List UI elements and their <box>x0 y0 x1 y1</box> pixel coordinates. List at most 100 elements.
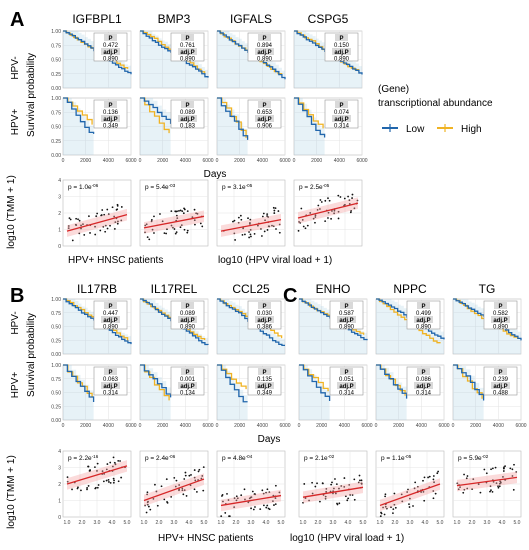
stats-adjp-label: adj.P <box>339 318 353 324</box>
scatter-point <box>188 474 191 477</box>
km-curve-low <box>140 97 172 124</box>
scatter-point <box>353 498 356 501</box>
stats-p-label-bg <box>181 101 194 108</box>
scatter-point <box>272 206 275 209</box>
stats-adjp-label: adj.P <box>257 384 271 390</box>
stats-p-label: P <box>262 103 266 109</box>
scatter-point <box>117 459 120 462</box>
scatter-point <box>202 489 205 492</box>
scatter-point <box>324 495 327 498</box>
km-y-tick: 0.75 <box>51 43 61 49</box>
scatter-point <box>113 228 116 230</box>
scatter-point <box>111 206 114 209</box>
scatter-point <box>351 193 354 196</box>
scatter-point <box>202 466 205 468</box>
scatter-point <box>145 223 148 226</box>
scatter-point <box>174 232 177 235</box>
km-x-tick: 4000 <box>334 158 345 164</box>
stats-p-label: P <box>339 103 343 109</box>
scatter-point <box>360 483 363 485</box>
km-x-tick: 4000 <box>257 423 268 429</box>
panel-letter-a: A <box>10 9 24 31</box>
scatter-point <box>243 488 246 491</box>
scatter-point <box>324 220 327 223</box>
stats-p-label-bg <box>258 302 271 309</box>
scatter-point <box>278 223 281 226</box>
stats-adjp-label: adj.P <box>180 50 194 56</box>
stats-adjp-value: 0.890 <box>339 325 355 331</box>
gene-title: BMP3 <box>158 12 191 26</box>
scatter-point <box>163 498 166 501</box>
gene-title: IL17RB <box>77 282 117 296</box>
stats-adjp-label: adj.P <box>493 384 507 390</box>
scatter-point <box>171 226 174 229</box>
scatter-point <box>360 479 363 482</box>
panel-letter-b: B <box>10 285 24 307</box>
scatter-point <box>116 208 119 211</box>
km-curve-low <box>63 97 95 134</box>
scatter-point <box>165 232 168 235</box>
scatter-point <box>347 497 350 500</box>
stats-adjp-value: 0.314 <box>103 391 119 397</box>
scatter-point <box>78 219 81 222</box>
scatter-point <box>336 503 339 506</box>
row-label-hpv-pos-b: HPV+ <box>10 372 21 399</box>
scatter-p-value: p = 1.0e-06 <box>68 183 99 191</box>
trend-line <box>66 214 128 232</box>
scatter-point <box>393 492 396 495</box>
scatter-point <box>477 483 480 486</box>
scatter-point <box>95 486 97 489</box>
scatter-point <box>314 485 317 488</box>
scatter-point <box>400 493 403 496</box>
stats-adjp-value: 0.183 <box>180 124 196 130</box>
stats-adjp-label: adj.P <box>334 50 348 56</box>
scatter-y-tick: 0 <box>58 515 61 521</box>
scatter-x-tick: 4.0 <box>422 520 429 526</box>
scatter-point <box>515 471 518 473</box>
scatter-point <box>105 468 108 471</box>
km-curve-high <box>140 364 170 401</box>
scatter-point <box>148 238 151 241</box>
km-x-tick: 4000 <box>103 423 114 429</box>
stats-p-value: 0.894 <box>257 43 273 49</box>
scatter-panel: p = 2.5e-05 <box>293 179 363 247</box>
scatter-point <box>112 481 115 484</box>
scatter-point <box>96 470 98 472</box>
km-x-tick: 2000 <box>234 423 245 429</box>
km-x-tick: 0 <box>62 423 65 429</box>
scatter-point <box>356 199 359 202</box>
scatter-point <box>190 474 192 476</box>
stats-adjp-value: 0.890 <box>257 57 273 63</box>
scatter-point <box>338 502 341 505</box>
scatter-point <box>314 214 317 217</box>
stats-p-value: 0.089 <box>180 311 196 317</box>
scatter-point <box>182 493 185 496</box>
stats-adjp-value: 0.314 <box>339 391 355 397</box>
scatter-point <box>265 491 267 494</box>
scatter-x-tick: 4.0 <box>263 520 270 526</box>
scatter-point <box>511 468 514 471</box>
scatter-point <box>104 230 107 233</box>
km-y-tick: 0.00 <box>51 418 61 424</box>
scatter-point <box>324 497 327 500</box>
scatter-point <box>200 477 203 480</box>
scatter-point <box>513 463 515 466</box>
scatter-point <box>357 481 360 484</box>
scatter-point <box>251 490 254 493</box>
stats-p-label-bg <box>335 101 348 108</box>
scatter-point <box>178 210 180 212</box>
scatter-point <box>109 482 112 484</box>
km-y-tick: 0.00 <box>51 153 61 159</box>
km-ci-band <box>376 365 407 420</box>
trend-line <box>456 476 518 487</box>
scatter-point <box>351 197 353 199</box>
scatter-point <box>94 466 96 469</box>
stats-adjp-label-bg <box>101 48 120 55</box>
stats-p-label: P <box>185 370 189 376</box>
stats-adjp-value: 0.890 <box>180 57 196 63</box>
scatter-point <box>302 225 305 228</box>
stats-p-label: P <box>185 304 189 310</box>
scatter-point <box>173 228 176 230</box>
km-x-tick: 2000 <box>80 423 91 429</box>
